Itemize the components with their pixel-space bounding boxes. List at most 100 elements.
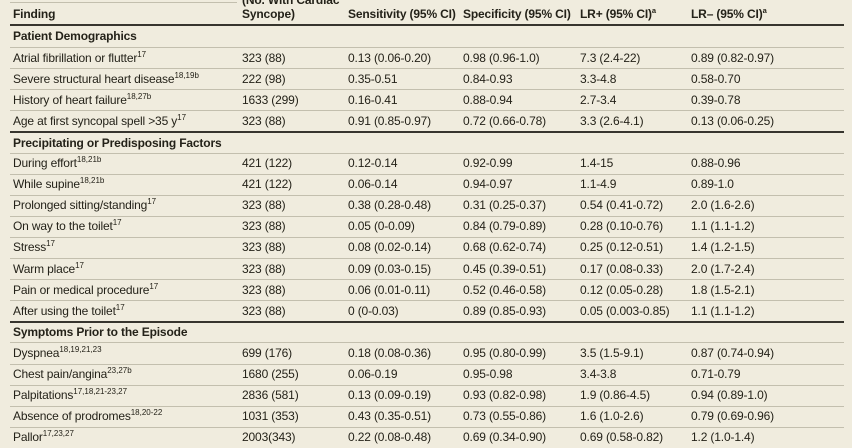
- finding-cell: During effort18,21b: [10, 156, 242, 170]
- col-header-sensitivity: Sensitivity (95% CI): [348, 7, 456, 21]
- finding-reference-superscript: 18,19,21,23: [59, 344, 102, 354]
- cell-specificity: 0.68 (0.62-0.74): [463, 240, 546, 255]
- cell-specificity: 0.31 (0.25-0.37): [463, 198, 546, 213]
- table-row: Palpitations17,18,21-23,27 2836 (581) 0.…: [10, 384, 844, 406]
- section-title: Symptoms Prior to the Episode: [13, 325, 188, 340]
- table-row: Chest pain/angina23,27b 1680 (255) 0.06-…: [10, 363, 844, 385]
- cell-specificity: 0.95-0.98: [463, 367, 513, 382]
- cell-sensitivity: 0.91 (0.85-0.97): [348, 113, 431, 128]
- cell-n-with-cardiac-syncope: 1633 (299): [242, 92, 299, 107]
- finding-cell: Dyspnea18,19,21,23: [10, 344, 242, 360]
- table-row: Pallor17,23,27 2003(343) 0.22 (0.08-0.48…: [10, 426, 844, 448]
- finding-cell: Severe structural heart disease18,19b: [10, 70, 242, 86]
- finding-reference-superscript: 17: [46, 239, 56, 249]
- finding-label: Age at first syncopal spell >35 y: [13, 113, 178, 128]
- cell-specificity: 0.92-0.99: [463, 156, 513, 171]
- finding-reference-superscript: 17: [112, 218, 122, 228]
- finding-reference-superscript: 17: [177, 112, 187, 122]
- cell-lr-plus: 3.3-4.8: [580, 71, 617, 86]
- cell-specificity: 0.93 (0.82-0.98): [463, 388, 546, 403]
- cell-lr-plus: 1.4-15: [580, 156, 614, 171]
- cell-lr-plus: 0.25 (0.12-0.51): [580, 240, 663, 255]
- table-row: Age at first syncopal spell >35 y17 323 …: [10, 110, 844, 131]
- finding-cell: After using the toilet17: [10, 303, 242, 318]
- cell-n-with-cardiac-syncope: 323 (88): [242, 198, 286, 213]
- table-row: Atrial fibrillation or flutter17 323 (88…: [10, 47, 844, 68]
- finding-reference-superscript: 17,23,27: [42, 429, 74, 439]
- finding-cell: On way to the toilet17: [10, 218, 242, 233]
- finding-reference-superscript: 18,19b: [174, 70, 199, 80]
- col-header-specificity: Specificity (95% CI): [463, 7, 571, 21]
- cell-specificity: 0.45 (0.39-0.51): [463, 261, 546, 276]
- cell-lr-minus: 1.2 (1.0-1.4): [691, 430, 755, 445]
- finding-label: Palpitations: [13, 388, 74, 403]
- table-row: Absence of prodromes18,20-22 1031 (353) …: [10, 405, 844, 427]
- cell-lr-plus: 2.7-3.4: [580, 92, 617, 107]
- finding-cell: Stress17: [10, 239, 242, 254]
- cell-lr-plus: 7.3 (2.4-22): [580, 50, 641, 65]
- cell-n-with-cardiac-syncope: 2836 (581): [242, 388, 299, 403]
- cell-sensitivity: 0.05 (0-0.09): [348, 219, 415, 234]
- cell-lr-minus: 1.1 (1.1-1.2): [691, 303, 755, 318]
- cell-lr-minus: 0.13 (0.06-0.25): [691, 113, 774, 128]
- table-body: Patient Demographics Atrial fibrillation…: [10, 26, 844, 448]
- finding-label: After using the toilet: [13, 303, 116, 318]
- col-header-lr-minus-label: LR– (95% CI): [691, 7, 763, 21]
- cell-specificity: 0.98 (0.96-1.0): [463, 50, 540, 65]
- table-row: Stress17 323 (88) 0.08 (0.02-0.14) 0.68 …: [10, 236, 844, 258]
- table-row: Pain or medical procedure17 323 (88) 0.0…: [10, 279, 844, 300]
- col-header-finding: Finding: [10, 7, 242, 24]
- cell-n-with-cardiac-syncope: 323 (88): [242, 50, 286, 65]
- cell-lr-plus: 3.5 (1.5-9.1): [580, 345, 644, 360]
- cell-lr-plus: 3.3 (2.6-4.1): [580, 113, 644, 128]
- cell-lr-plus: 1.6 (1.0-2.6): [580, 409, 644, 424]
- cell-n-with-cardiac-syncope: 699 (176): [242, 345, 293, 360]
- cell-lr-plus: 1.9 (0.86-4.5): [580, 388, 650, 403]
- section-title: Patient Demographics: [13, 29, 137, 44]
- finding-label: Absence of prodromes: [13, 409, 131, 424]
- cell-sensitivity: 0.08 (0.02-0.14): [348, 240, 431, 255]
- cell-n-with-cardiac-syncope: 1680 (255): [242, 367, 299, 382]
- finding-reference-superscript: 18,27b: [126, 91, 152, 101]
- cell-lr-minus: 0.79 (0.69-0.96): [691, 409, 774, 424]
- cell-sensitivity: 0.18 (0.08-0.36): [348, 345, 431, 360]
- cell-n-with-cardiac-syncope: 421 (122): [242, 177, 293, 192]
- cell-lr-minus: 0.94 (0.89-1.0): [691, 388, 768, 403]
- col-header-lr-plus: LR+ (95% CI)a: [580, 4, 691, 24]
- table-row: Warm place17 323 (88) 0.09 (0.03-0.15) 0…: [10, 258, 844, 279]
- cell-lr-plus: 0.12 (0.05-0.28): [580, 282, 663, 297]
- cell-specificity: 0.94-0.97: [463, 177, 513, 192]
- finding-label: Prolonged sitting/standing: [13, 198, 148, 213]
- finding-cell: Pain or medical procedure17: [10, 282, 242, 297]
- cell-lr-minus: 0.89 (0.82-0.97): [691, 50, 774, 65]
- cell-specificity: 0.84 (0.79-0.89): [463, 219, 546, 234]
- cell-n-with-cardiac-syncope: 2003(343): [242, 430, 296, 445]
- cell-sensitivity: 0.09 (0.03-0.15): [348, 261, 431, 276]
- cell-sensitivity: 0.38 (0.28-0.48): [348, 198, 431, 213]
- cell-lr-minus: 1.8 (1.5-2.1): [691, 282, 755, 297]
- cell-specificity: 0.84-0.93: [463, 71, 513, 86]
- footnote-marker-a-icon: a: [651, 6, 656, 15]
- cell-lr-minus: 0.88-0.96: [691, 156, 741, 171]
- cell-lr-minus: 2.0 (1.7-2.4): [691, 261, 755, 276]
- finding-reference-superscript: 17: [75, 260, 84, 270]
- finding-cell: Age at first syncopal spell >35 y17: [10, 112, 242, 128]
- finding-label: Pain or medical procedure: [13, 282, 150, 297]
- cell-specificity: 0.73 (0.55-0.86): [463, 409, 546, 424]
- cropped-top-rule: [10, 2, 237, 3]
- cell-lr-minus: 0.58-0.70: [691, 71, 741, 86]
- cell-n-with-cardiac-syncope: 323 (88): [242, 303, 286, 318]
- cell-sensitivity: 0.13 (0.06-0.20): [348, 50, 431, 65]
- cell-sensitivity: 0.13 (0.09-0.19): [348, 388, 431, 403]
- col-header-n-line1: (No. With Cardiac: [242, 0, 340, 7]
- cell-lr-minus: 1.1 (1.1-1.2): [691, 219, 755, 234]
- finding-cell: While supine18,21b: [10, 177, 242, 191]
- table-row: Prolonged sitting/standing17 323 (88) 0.…: [10, 194, 844, 216]
- finding-cell: Atrial fibrillation or flutter17: [10, 50, 242, 65]
- cell-n-with-cardiac-syncope: 323 (88): [242, 282, 286, 297]
- cell-sensitivity: 0.06-0.19: [348, 367, 398, 382]
- cell-sensitivity: 0.43 (0.35-0.51): [348, 409, 431, 424]
- cell-lr-plus: 1.1-4.9: [580, 177, 617, 192]
- cell-n-with-cardiac-syncope: 1031 (353): [242, 409, 299, 424]
